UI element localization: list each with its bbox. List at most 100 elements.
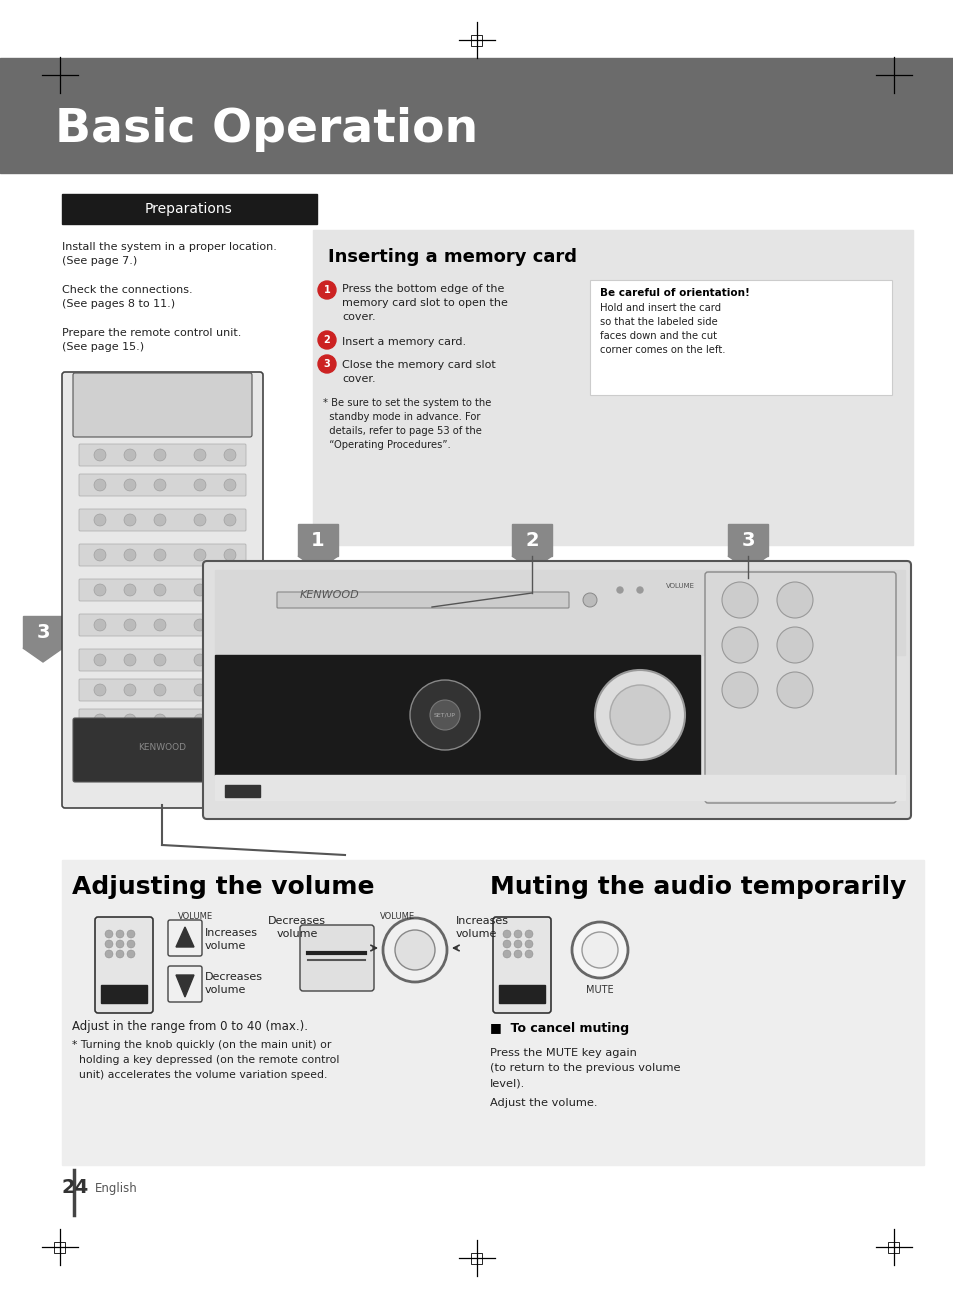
Circle shape (582, 593, 597, 607)
Circle shape (193, 653, 206, 666)
Circle shape (514, 950, 521, 958)
Circle shape (127, 950, 135, 958)
FancyBboxPatch shape (79, 679, 246, 701)
Circle shape (224, 514, 235, 525)
Text: ■  To cancel muting: ■ To cancel muting (490, 1022, 628, 1035)
FancyBboxPatch shape (79, 650, 246, 672)
Circle shape (193, 479, 206, 490)
Circle shape (224, 619, 235, 631)
FancyBboxPatch shape (493, 917, 551, 1013)
FancyBboxPatch shape (79, 578, 246, 600)
Circle shape (127, 939, 135, 949)
FancyBboxPatch shape (73, 373, 252, 437)
Circle shape (127, 930, 135, 938)
Polygon shape (23, 648, 63, 663)
Polygon shape (297, 556, 337, 569)
Text: VOLUME: VOLUME (178, 912, 213, 921)
Bar (214, 655, 700, 775)
Text: Muting the audio temporarily: Muting the audio temporarily (490, 875, 905, 899)
FancyBboxPatch shape (79, 709, 246, 731)
Circle shape (193, 619, 206, 631)
Text: Press the bottom edge of the
memory card slot to open the
cover.: Press the bottom edge of the memory card… (341, 283, 507, 322)
Circle shape (153, 653, 166, 666)
Circle shape (193, 584, 206, 597)
Circle shape (124, 479, 136, 490)
FancyBboxPatch shape (79, 444, 246, 466)
Text: 3: 3 (36, 622, 50, 642)
FancyBboxPatch shape (79, 474, 246, 496)
Bar (214, 569, 904, 655)
Circle shape (224, 685, 235, 696)
Text: Adjust in the range from 0 to 40 (max.).: Adjust in the range from 0 to 40 (max.). (71, 1020, 308, 1033)
Text: Preparations: Preparations (145, 202, 233, 216)
Text: 2: 2 (323, 335, 330, 345)
Bar (225, 785, 260, 797)
Circle shape (124, 653, 136, 666)
Circle shape (502, 939, 511, 949)
Circle shape (502, 930, 511, 938)
Circle shape (193, 685, 206, 696)
Circle shape (94, 449, 106, 461)
Text: (See page 15.): (See page 15.) (62, 342, 144, 352)
Bar (498, 985, 544, 1003)
FancyBboxPatch shape (168, 967, 202, 1002)
Bar (62, 861, 923, 1165)
Circle shape (502, 950, 511, 958)
Circle shape (637, 587, 642, 593)
Bar (887, 70, 899, 80)
Circle shape (524, 930, 533, 938)
Circle shape (193, 549, 206, 562)
FancyBboxPatch shape (704, 572, 895, 804)
Circle shape (105, 950, 112, 958)
Circle shape (514, 939, 521, 949)
Circle shape (153, 449, 166, 461)
Text: (See pages 8 to 11.): (See pages 8 to 11.) (62, 299, 175, 309)
Circle shape (94, 584, 106, 597)
Text: Install the system in a proper location.: Install the system in a proper location. (62, 242, 276, 252)
Circle shape (572, 923, 627, 978)
Bar (471, 35, 482, 45)
Text: Be careful of orientation!: Be careful of orientation! (599, 289, 749, 298)
Text: KENWOOD: KENWOOD (299, 590, 359, 600)
Text: VOLUME: VOLUME (665, 584, 694, 589)
Circle shape (116, 939, 124, 949)
FancyBboxPatch shape (95, 917, 152, 1013)
Bar (887, 1241, 899, 1253)
Circle shape (94, 619, 106, 631)
Circle shape (124, 714, 136, 726)
Circle shape (581, 932, 618, 968)
FancyBboxPatch shape (203, 562, 910, 819)
Circle shape (105, 930, 112, 938)
Circle shape (124, 549, 136, 562)
Circle shape (224, 584, 235, 597)
Circle shape (776, 582, 812, 619)
Circle shape (153, 479, 166, 490)
Text: 24: 24 (62, 1178, 90, 1197)
Text: SET/UP: SET/UP (434, 713, 456, 717)
Text: Decreases
volume: Decreases volume (268, 916, 326, 939)
Text: (to return to the previous volume: (to return to the previous volume (490, 1062, 679, 1073)
Bar (0, 58, 953, 173)
Circle shape (721, 672, 758, 708)
Circle shape (382, 917, 447, 982)
Circle shape (721, 582, 758, 619)
Text: 2: 2 (525, 531, 538, 550)
Circle shape (317, 331, 335, 349)
Bar (589, 280, 891, 395)
Circle shape (514, 930, 521, 938)
Circle shape (105, 939, 112, 949)
FancyBboxPatch shape (276, 591, 568, 608)
Bar (313, 230, 912, 545)
Circle shape (94, 514, 106, 525)
Circle shape (94, 653, 106, 666)
Circle shape (116, 930, 124, 938)
Circle shape (224, 479, 235, 490)
Circle shape (524, 939, 533, 949)
FancyBboxPatch shape (79, 543, 246, 565)
FancyBboxPatch shape (79, 613, 246, 635)
Circle shape (94, 479, 106, 490)
Circle shape (617, 587, 622, 593)
Circle shape (124, 584, 136, 597)
Text: Increases
volume: Increases volume (205, 928, 257, 951)
Circle shape (153, 619, 166, 631)
